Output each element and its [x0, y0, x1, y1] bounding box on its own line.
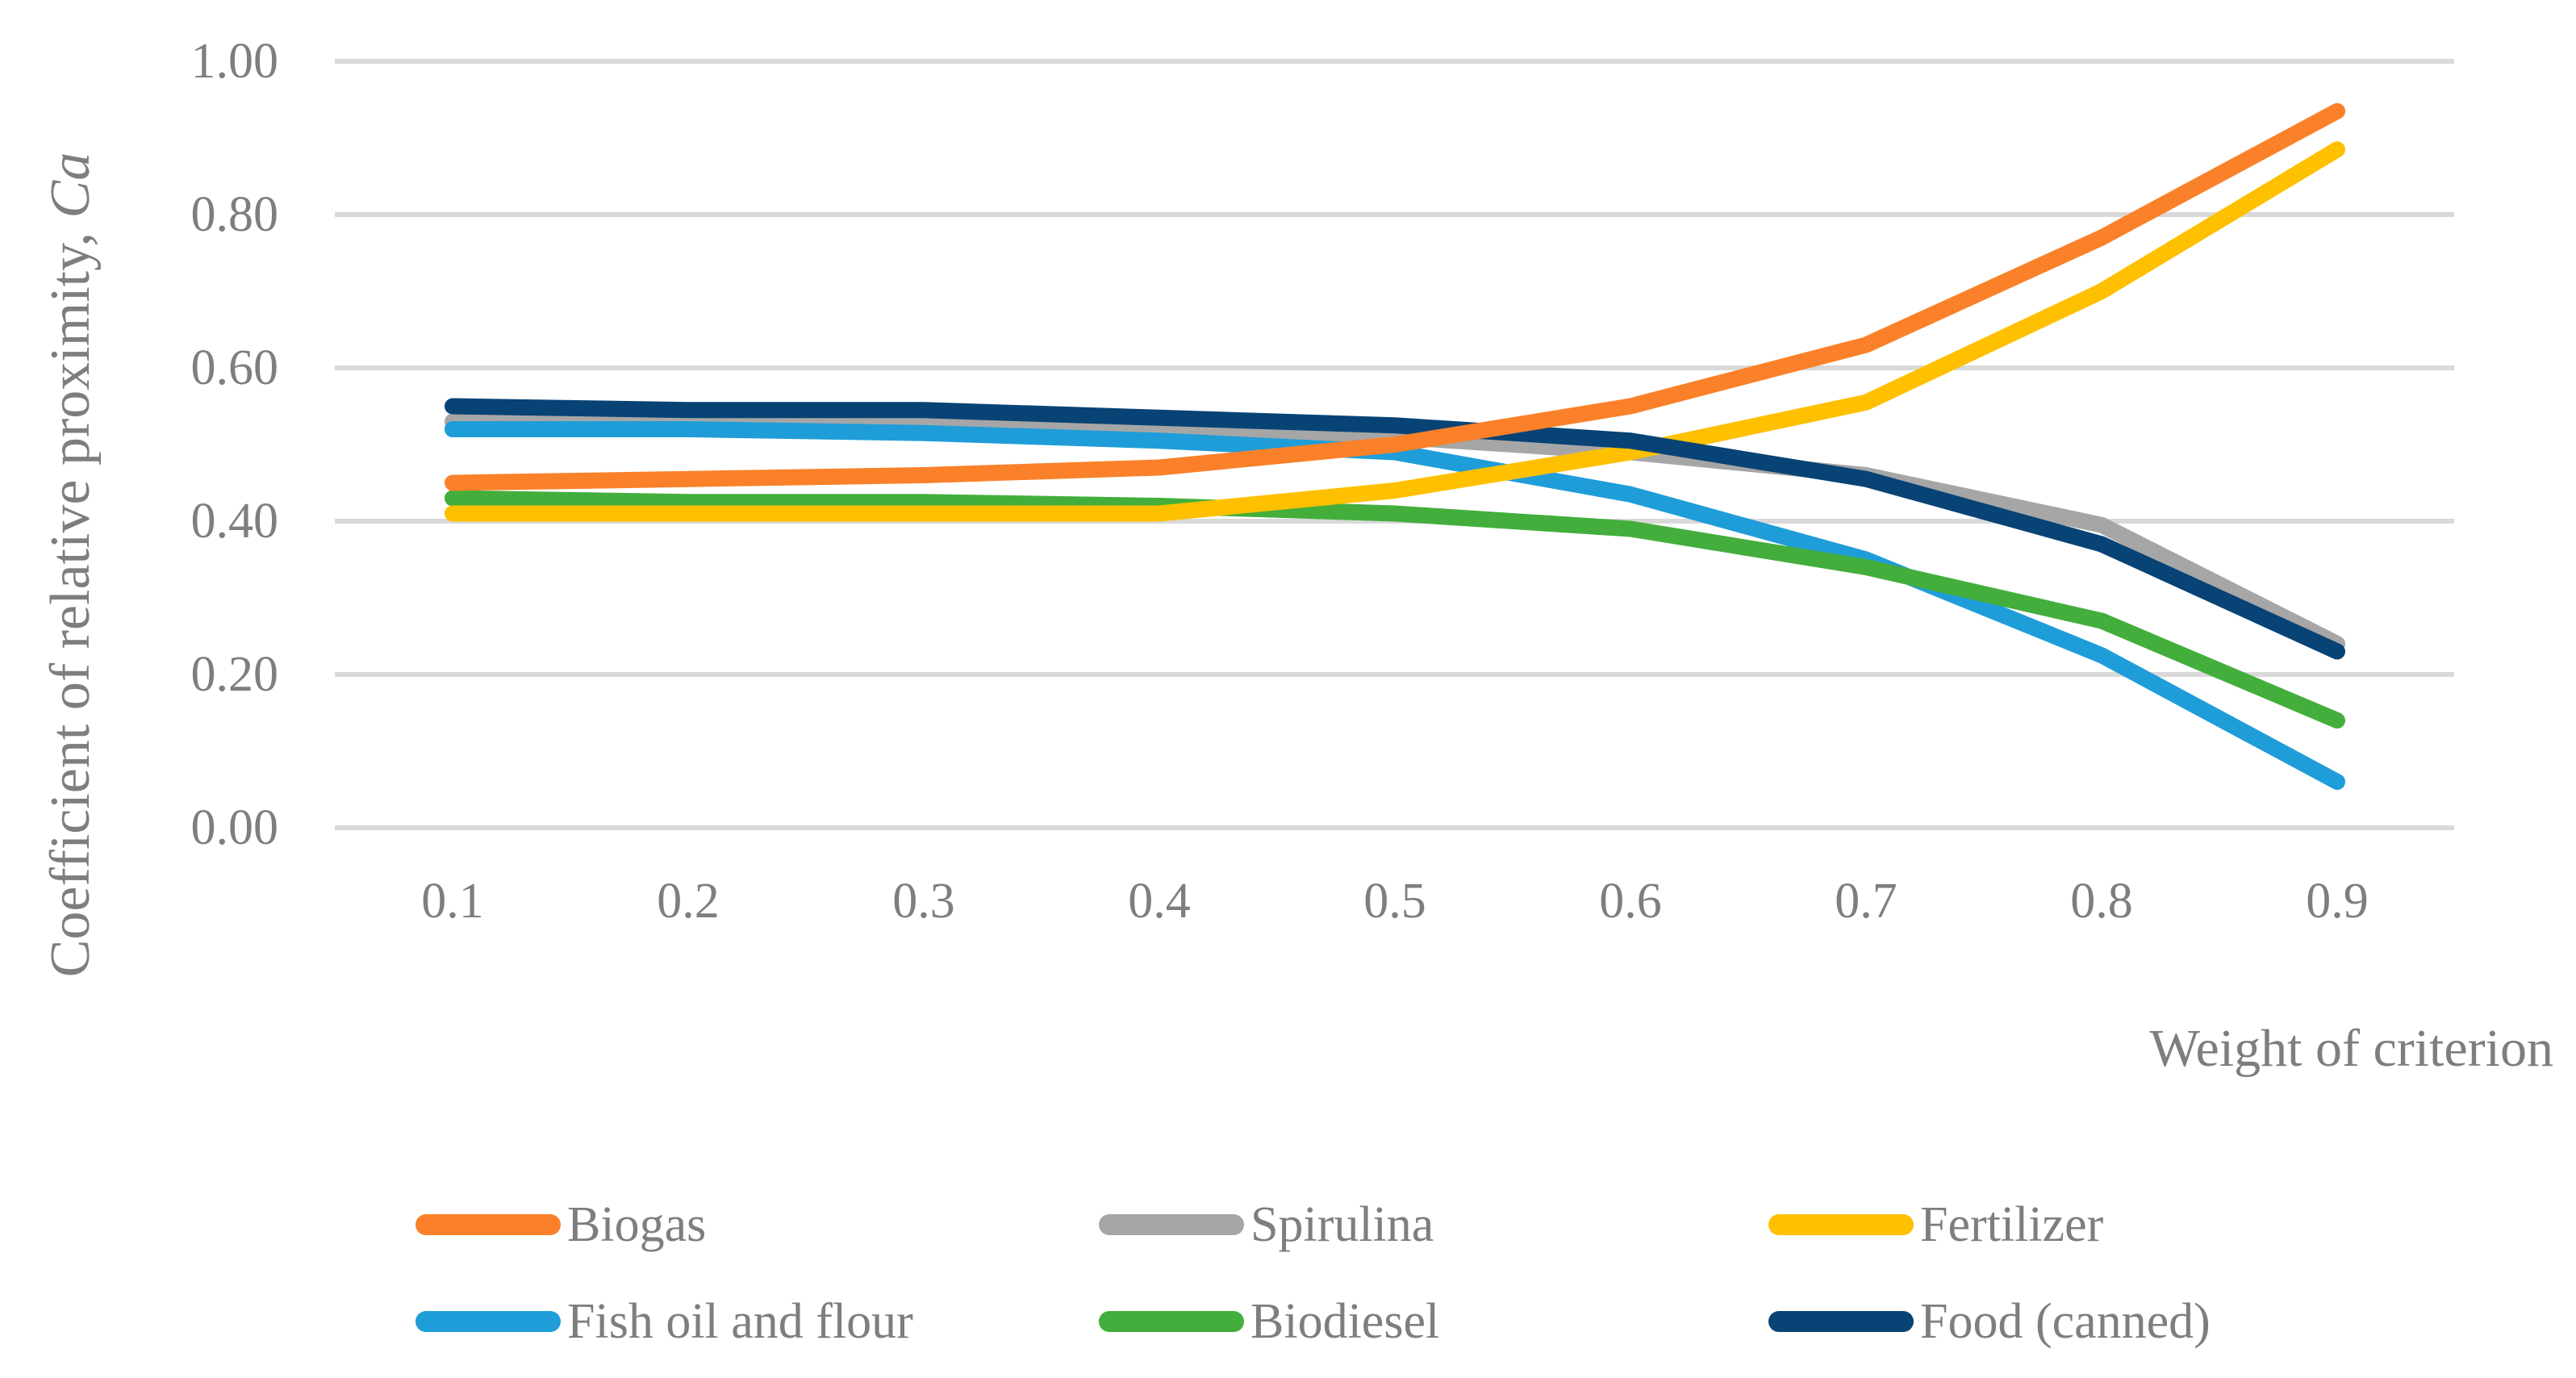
- x-tick-label-0.2: 0.2: [657, 874, 720, 929]
- legend-swatch-biodiesel: [1099, 1311, 1244, 1332]
- legend-item-biodiesel: Biodiesel: [1099, 1285, 1439, 1358]
- legend-label-fish-oil-and-flour: Fish oil and flour: [567, 1293, 913, 1349]
- x-tick-label-0.7: 0.7: [1835, 874, 1898, 929]
- legend-item-fish-oil-and-flour: Fish oil and flour: [415, 1285, 913, 1358]
- legend-swatch-fertilizer: [1768, 1214, 1914, 1235]
- x-tick-label-0.8: 0.8: [2070, 874, 2133, 929]
- x-tick-label-0.6: 0.6: [1599, 874, 1662, 929]
- x-axis-title: Weight of criterion: [2149, 1019, 2553, 1078]
- y-tick-label-1.00: 1.00: [190, 34, 279, 89]
- legend-swatch-biogas: [415, 1214, 561, 1235]
- legend-swatch-fish-oil-and-flour: [415, 1311, 561, 1332]
- gridline-0.80: [335, 212, 2454, 217]
- legend-label-food-canned: Food (canned): [1920, 1293, 2211, 1349]
- legend-label-biodiesel: Biodiesel: [1250, 1293, 1440, 1349]
- legend-item-spirulina: Spirulina: [1099, 1188, 1434, 1261]
- series-line-food-canned: [445, 398, 2345, 660]
- legend-item-biogas: Biogas: [415, 1188, 706, 1261]
- series-line-biodiesel: [445, 490, 2345, 729]
- x-tick-label-0.4: 0.4: [1128, 874, 1191, 929]
- y-tick-label-0.60: 0.60: [190, 340, 279, 395]
- legend-label-spirulina: Spirulina: [1250, 1196, 1434, 1252]
- gridline-1.00: [335, 59, 2454, 64]
- y-tick-label-0.40: 0.40: [190, 494, 279, 549]
- legend-item-fertilizer: Fertilizer: [1768, 1188, 2103, 1261]
- x-tick-label-0.3: 0.3: [892, 874, 955, 929]
- x-tick-label-0.9: 0.9: [2306, 874, 2369, 929]
- x-tick-label-0.5: 0.5: [1363, 874, 1426, 929]
- legend-label-fertilizer: Fertilizer: [1920, 1196, 2104, 1252]
- gridline-0.00: [335, 825, 2454, 830]
- gridline-0.20: [335, 672, 2454, 677]
- y-tick-label-0.00: 0.00: [190, 800, 279, 855]
- legend-item-food-canned: Food (canned): [1768, 1285, 2211, 1358]
- y-tick-label-0.80: 0.80: [190, 187, 279, 242]
- series-line-fertilizer: [445, 141, 2345, 522]
- x-tick-label-0.1: 0.1: [421, 874, 484, 929]
- y-tick-label-0.20: 0.20: [190, 647, 279, 702]
- legend-swatch-food-canned: [1768, 1311, 1914, 1332]
- gridline-0.60: [335, 365, 2454, 370]
- legend-label-biogas: Biogas: [567, 1196, 707, 1252]
- legend-swatch-spirulina: [1099, 1214, 1244, 1235]
- series-line-biogas: [445, 102, 2345, 491]
